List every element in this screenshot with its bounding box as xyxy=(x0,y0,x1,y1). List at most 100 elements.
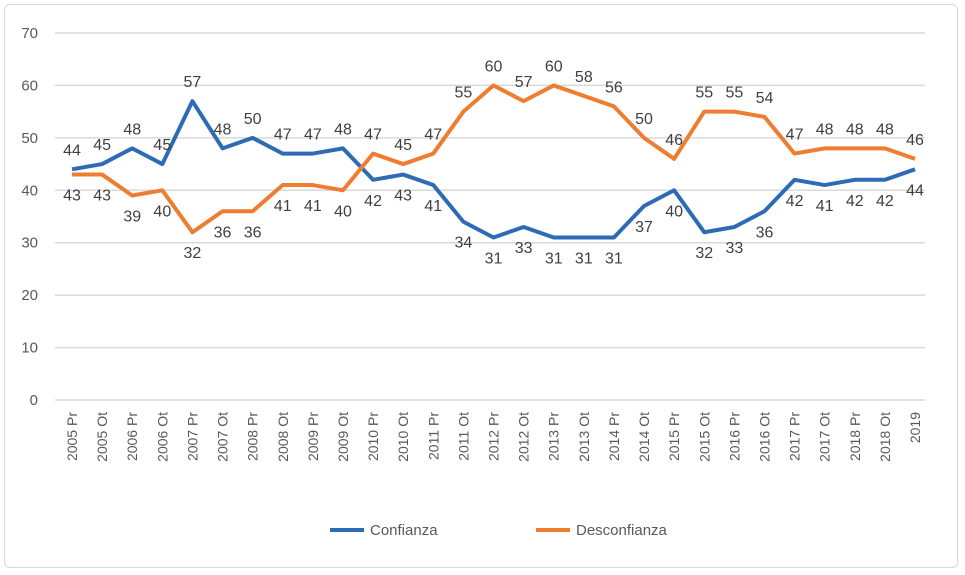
data-label: 57 xyxy=(515,74,533,91)
x-tick-label: 2015 Ot xyxy=(696,412,712,462)
data-label: 41 xyxy=(304,198,322,215)
legend-label: Desconfianza xyxy=(576,522,668,539)
data-label: 31 xyxy=(575,250,593,267)
x-tick-label: 2009 Ot xyxy=(335,412,351,462)
data-label: 46 xyxy=(906,132,924,149)
data-label: 57 xyxy=(184,74,202,91)
x-tick-label: 2015 Pr xyxy=(666,412,682,461)
data-label: 43 xyxy=(63,188,81,205)
data-label: 55 xyxy=(725,85,743,102)
x-tick-label: 2019 xyxy=(907,412,923,443)
y-tick-label: 10 xyxy=(21,340,38,357)
x-tick-label: 2016 Ot xyxy=(756,412,772,462)
data-label: 46 xyxy=(665,132,683,149)
x-tick-label: 2005 Ot xyxy=(94,412,110,462)
data-label: 41 xyxy=(816,198,834,215)
x-tick-label: 2011 Pr xyxy=(425,412,441,460)
data-label: 42 xyxy=(364,193,382,210)
data-label: 45 xyxy=(93,137,111,154)
x-tick-label: 2012 Pr xyxy=(486,412,502,461)
data-label: 44 xyxy=(63,142,81,159)
x-tick-label: 2013 Pr xyxy=(546,412,562,461)
data-label: 54 xyxy=(756,90,774,107)
y-tick-label: 60 xyxy=(21,77,38,94)
data-label: 50 xyxy=(244,111,262,128)
data-label: 32 xyxy=(695,245,713,262)
x-tick-label: 2018 Pr xyxy=(847,412,863,461)
data-label: 47 xyxy=(364,127,382,144)
data-label: 60 xyxy=(545,58,563,75)
x-tick-label: 2005 Pr xyxy=(64,412,80,461)
data-label: 42 xyxy=(846,193,864,210)
y-tick-label: 30 xyxy=(21,235,38,252)
x-tick-label: 2011 Ot xyxy=(455,412,471,461)
data-label: 48 xyxy=(846,121,864,138)
data-label: 36 xyxy=(756,224,774,241)
x-tick-label: 2010 Pr xyxy=(365,412,381,461)
y-tick-label: 0 xyxy=(30,392,38,409)
x-tick-label: 2014 Pr xyxy=(606,412,622,461)
series-line-confianza xyxy=(71,99,916,240)
data-label: 48 xyxy=(816,121,834,138)
data-label: 47 xyxy=(304,127,322,144)
data-label: 55 xyxy=(454,85,472,102)
x-tick-label: 2010 Ot xyxy=(395,412,411,462)
x-tick-label: 2017 Pr xyxy=(787,412,803,461)
data-label: 48 xyxy=(214,121,232,138)
x-tick-label: 2007 Ot xyxy=(215,412,231,462)
data-label: 33 xyxy=(725,240,743,257)
data-label: 43 xyxy=(394,188,412,205)
data-label: 47 xyxy=(786,127,804,144)
data-label: 36 xyxy=(244,224,262,241)
data-label: 31 xyxy=(545,250,563,267)
y-tick-label: 50 xyxy=(21,130,38,147)
data-label: 43 xyxy=(93,188,111,205)
x-tick-label: 2013 Ot xyxy=(576,412,592,462)
data-label: 50 xyxy=(635,111,653,128)
data-label: 47 xyxy=(424,127,442,144)
data-label: 36 xyxy=(214,224,232,241)
x-tick-label: 2006 Pr xyxy=(124,412,140,461)
data-label: 56 xyxy=(605,79,623,96)
data-label: 55 xyxy=(695,85,713,102)
data-label: 31 xyxy=(485,250,503,267)
x-tick-label: 2016 Pr xyxy=(726,412,742,461)
x-tick-label: 2009 Pr xyxy=(305,412,321,461)
x-tick-label: 2008 Ot xyxy=(275,412,291,462)
data-label: 39 xyxy=(123,209,141,226)
y-tick-label: 20 xyxy=(21,287,38,304)
x-tick-label: 2012 Ot xyxy=(516,412,532,462)
data-label: 48 xyxy=(334,121,352,138)
x-tick-label: 2008 Pr xyxy=(245,412,261,461)
data-label: 45 xyxy=(153,137,171,154)
y-tick-label: 70 xyxy=(21,25,38,42)
y-tick-label: 40 xyxy=(21,182,38,199)
data-label: 40 xyxy=(665,203,683,220)
legend-label: Confianza xyxy=(370,522,438,539)
x-tick-label: 2006 Ot xyxy=(154,412,170,462)
data-label: 42 xyxy=(786,193,804,210)
data-label: 32 xyxy=(184,245,202,262)
data-label: 40 xyxy=(334,203,352,220)
x-tick-label: 2014 Ot xyxy=(636,412,652,462)
x-tick-label: 2017 Ot xyxy=(817,412,833,462)
data-label: 42 xyxy=(876,193,894,210)
data-label: 44 xyxy=(906,182,924,199)
data-label: 45 xyxy=(394,137,412,154)
data-label: 47 xyxy=(274,127,292,144)
data-label: 41 xyxy=(274,198,292,215)
data-label: 33 xyxy=(515,240,533,257)
data-label: 58 xyxy=(575,69,593,86)
data-label: 60 xyxy=(485,58,503,75)
data-label: 41 xyxy=(424,198,442,215)
data-label: 34 xyxy=(454,235,472,252)
data-label: 37 xyxy=(635,219,653,236)
data-label: 40 xyxy=(153,203,171,220)
series-line-desconfianza xyxy=(72,83,916,235)
x-tick-label: 2018 Ot xyxy=(877,412,893,462)
data-label: 48 xyxy=(123,121,141,138)
data-label: 31 xyxy=(605,250,623,267)
data-label: 48 xyxy=(876,121,894,138)
x-tick-label: 2007 Pr xyxy=(184,412,200,461)
